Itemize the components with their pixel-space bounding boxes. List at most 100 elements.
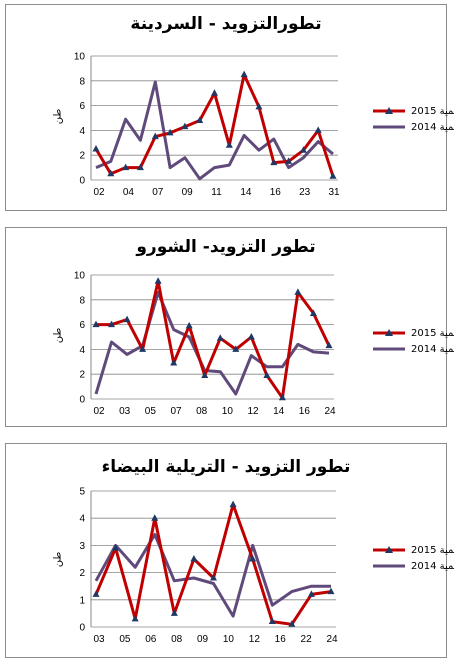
y-tick-label: 8 (79, 295, 85, 306)
x-tick-label: 16 (275, 634, 287, 645)
x-tick-label: 11 (211, 187, 222, 198)
x-tick-label: 08 (171, 634, 183, 645)
y-tick-label: 4 (79, 514, 85, 525)
chart-title: تطور التزويد - التريلية البيضاء (101, 457, 351, 477)
data-point-2015 (122, 163, 130, 171)
data-point-2015 (92, 590, 100, 597)
x-tick-label: 09 (182, 187, 194, 198)
data-point-2015 (181, 122, 189, 130)
data-point-2015 (278, 393, 286, 401)
x-tick-label: 08 (196, 406, 208, 417)
chart-panel-sardine: تطورالتزويد - السردينة طن 0 2 4 6 8 10 02 04 07 0… (5, 4, 454, 211)
chart-title: تطورالتزويد - السردينة (130, 14, 322, 34)
data-point-2015 (299, 146, 307, 153)
data-point-2015 (270, 158, 278, 166)
x-tick-label: 24 (326, 634, 338, 645)
x-tick-label: 07 (170, 406, 182, 417)
series-line-2014 (95, 80, 334, 181)
y-tick-label: 0 (79, 176, 85, 187)
legend-swatch-2015 (371, 105, 407, 117)
data-point-2015 (329, 172, 337, 179)
chart-legend: 2015 الكمية 2014 الكمية (371, 103, 454, 135)
y-tick-label: 2 (79, 568, 85, 579)
x-tick-label: 12 (249, 634, 261, 645)
legend-item-2014: 2014 الكمية (371, 341, 454, 357)
data-point-2015 (131, 614, 139, 622)
y-tick-label: 0 (79, 623, 85, 634)
chart-legend: 2015 الكمية 2014 الكمية (371, 325, 454, 357)
legend-item-2015: 2015 الكمية (371, 542, 454, 558)
x-tick-label: 10 (222, 406, 234, 417)
x-tick-label: 22 (301, 634, 313, 645)
data-point-2015 (154, 277, 162, 284)
x-tick-label: 03 (119, 406, 131, 417)
data-point-2015 (107, 169, 115, 177)
data-point-2015 (255, 102, 263, 110)
data-point-2015 (185, 321, 193, 329)
data-point-2015 (225, 141, 233, 148)
data-point-2015 (108, 320, 116, 328)
x-tick-label: 14 (240, 187, 252, 198)
y-tick-label: 5 (79, 487, 85, 498)
chart-legend: 2015 الكمية 2014 الكمية (371, 542, 454, 574)
x-tick-label: 16 (299, 406, 311, 417)
legend-swatch-2014 (371, 343, 407, 355)
data-point-2015 (240, 70, 248, 78)
legend-label-2015: 2015 الكمية (411, 544, 454, 556)
chart-title: تطور التزويد- الشورو (136, 237, 316, 257)
data-point-2015 (210, 574, 217, 581)
x-tick-label: 02 (93, 187, 105, 198)
data-point-2015 (170, 359, 178, 366)
data-point-2015 (166, 128, 174, 136)
x-tick-label: 03 (93, 634, 105, 645)
x-tick-label: 02 (93, 406, 105, 417)
series-line-2015 (96, 279, 331, 400)
y-tick-label: 1 (79, 595, 85, 606)
series-line-2014 (94, 290, 330, 396)
data-point-2015 (294, 288, 302, 295)
x-tick-label: 09 (197, 634, 209, 645)
data-point-2015 (201, 371, 209, 378)
x-tick-label: 23 (299, 187, 311, 198)
data-point-2015 (92, 145, 100, 152)
x-tick-label: 06 (145, 634, 157, 645)
y-tick-label: 4 (79, 345, 85, 356)
y-tick-label: 10 (74, 271, 86, 282)
y-tick-label: 4 (79, 126, 85, 137)
data-point-2015 (170, 609, 178, 616)
legend-label-2015: 2015 الكمية (411, 327, 454, 339)
x-tick-label: 31 (328, 187, 340, 198)
data-point-2015 (309, 309, 317, 316)
y-tick-label: 6 (79, 101, 85, 112)
data-point-2015 (229, 500, 237, 508)
data-point-2015 (307, 590, 315, 597)
legend-item-2014: 2014 الكمية (371, 558, 454, 574)
legend-label-2014: 2014 الكمية (411, 560, 454, 572)
data-point-2015 (123, 315, 131, 323)
legend-item-2015: 2015 الكمية (371, 325, 454, 341)
data-point-2015 (139, 345, 147, 352)
y-tick-label: 3 (79, 541, 85, 552)
data-point-2015 (112, 544, 120, 551)
data-point-2015 (196, 116, 204, 123)
data-point-2015 (263, 371, 271, 378)
data-point-2015 (325, 341, 333, 349)
data-point-2015 (288, 620, 296, 627)
x-tick-label: 14 (273, 406, 285, 417)
legend-label-2014: 2014 الكمية (411, 121, 454, 133)
data-point-2015 (247, 333, 255, 340)
y-tick-label: 10 (74, 52, 86, 63)
legend-swatch-2015 (371, 327, 407, 339)
legend-swatch-2014 (371, 560, 407, 572)
data-point-2015 (211, 89, 218, 96)
series-line-2014 (94, 533, 331, 618)
y-tick-label: 2 (79, 151, 85, 162)
y-tick-label: 6 (79, 320, 85, 331)
data-point-2015 (216, 334, 224, 341)
x-tick-label: 10 (223, 634, 235, 645)
y-tick-label: 2 (79, 370, 85, 381)
chart-panel-chourou: تطور التزويد- الشورو طن 0 2 4 6 8 10 02 03 05 07 0… (5, 227, 454, 427)
